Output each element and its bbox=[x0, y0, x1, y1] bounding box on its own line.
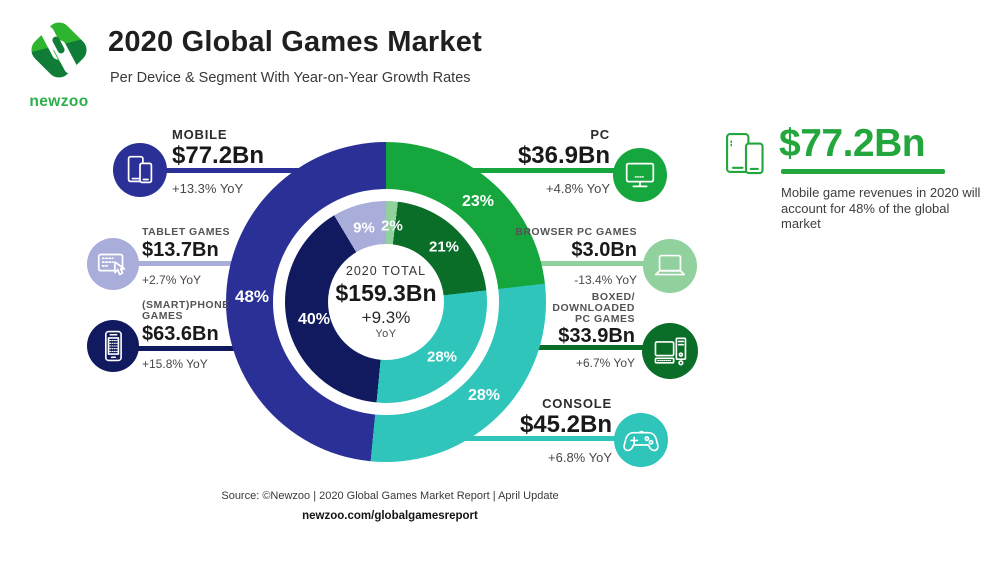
smartphone-share-label: 40% bbox=[297, 311, 331, 328]
boxed-value: $33.9Bn bbox=[558, 324, 635, 347]
browser-icon-circle bbox=[643, 239, 697, 293]
report-url: newzoo.com/globalgamesreport bbox=[302, 510, 478, 522]
boxed-icon-circle bbox=[642, 323, 698, 379]
mobile-share-label: 48% bbox=[234, 287, 270, 306]
browser-label: BROWSER PC GAMES bbox=[515, 226, 637, 238]
console-label: CONSOLE bbox=[542, 396, 612, 411]
pc-label: PC bbox=[590, 127, 610, 142]
page-title: 2020 Global Games Market bbox=[108, 26, 482, 58]
tablet-hand-icon bbox=[97, 253, 126, 276]
total-value: $159.3Bn bbox=[335, 280, 437, 306]
desktop-pc-icon bbox=[654, 337, 687, 366]
boxed-share-label: 21% bbox=[428, 238, 460, 256]
mobile-value: $77.2Bn bbox=[172, 142, 265, 169]
pc-growth: +4.8% YoY bbox=[546, 181, 610, 196]
browser-share-label: 2% bbox=[381, 217, 403, 235]
boxed-callout: BOXED/ DOWNLOADED PC GAMES $33.9Bn +6.7%… bbox=[552, 291, 635, 370]
console-share-label: 28% bbox=[467, 387, 501, 404]
browser-connector-line bbox=[533, 261, 670, 266]
mobile-callout: MOBILE $77.2Bn +13.3% YoY bbox=[172, 127, 264, 196]
page-subtitle: Per Device & Segment With Year-on-Year G… bbox=[110, 70, 471, 86]
smartphone-icon bbox=[104, 330, 122, 362]
tablet-growth: +2.7% YoY bbox=[142, 273, 202, 288]
console-connector-line bbox=[443, 436, 641, 441]
newzoo-logo: newzoo bbox=[24, 14, 94, 111]
logo-wordmark: newzoo bbox=[29, 93, 89, 110]
console-value: $45.2Bn bbox=[519, 411, 612, 438]
console-growth: +6.8% YoY bbox=[548, 450, 612, 465]
highlight-description: Mobile game revenues in 2020 will accoun… bbox=[781, 185, 981, 231]
boxed-label: BOXED/ DOWNLOADED PC GAMES bbox=[552, 291, 635, 326]
browser-value: $3.0Bn bbox=[571, 239, 637, 262]
pc-icon-circle bbox=[613, 148, 667, 202]
phone-tablet-icon bbox=[726, 133, 764, 175]
total-label: 2020 TOTAL bbox=[345, 264, 427, 278]
pc-share-label: 23% bbox=[461, 193, 495, 210]
smartphone-callout: (SMART)PHONE GAMES $63.6Bn +15.8% YoY bbox=[142, 299, 230, 372]
console-icon-circle bbox=[614, 413, 668, 467]
phone-tablet-icon bbox=[127, 155, 153, 184]
total-growth-unit: YoY bbox=[375, 328, 397, 340]
mobile-icon-circle bbox=[113, 143, 167, 197]
tablet-icon-circle bbox=[87, 238, 139, 290]
console-inner-share-label: 28% bbox=[426, 348, 458, 366]
tablet-label: TABLET GAMES bbox=[142, 226, 231, 238]
highlight-icon bbox=[720, 129, 772, 182]
gamepad-icon bbox=[623, 430, 659, 452]
pc-connector-line bbox=[458, 168, 640, 173]
mobile-growth: +13.3% YoY bbox=[172, 181, 244, 196]
highlight-underline bbox=[781, 169, 945, 174]
smartphone-value: $63.6Bn bbox=[142, 323, 219, 346]
laptop-icon bbox=[654, 254, 686, 276]
highlight-value: $77.2Bn bbox=[779, 122, 926, 165]
tablet-share-label: 9% bbox=[353, 219, 375, 237]
browser-growth: -13.4% YoY bbox=[574, 273, 637, 288]
mobile-label: MOBILE bbox=[172, 127, 228, 142]
smartphone-connector-line bbox=[113, 346, 303, 351]
monitor-icon bbox=[625, 162, 655, 188]
tablet-callout: TABLET GAMES $13.7Bn +2.7% YoY bbox=[142, 226, 231, 288]
smartphone-icon-circle bbox=[87, 320, 139, 372]
tablet-connector-line bbox=[113, 261, 283, 266]
pc-callout: PC $36.9Bn +4.8% YoY bbox=[518, 127, 610, 196]
console-callout: CONSOLE $45.2Bn +6.8% YoY bbox=[520, 396, 612, 465]
newzoo-logo-icon bbox=[31, 22, 87, 78]
source-credit: Source: ©Newzoo | 2020 Global Games Mark… bbox=[221, 490, 559, 502]
mobile-connector-line bbox=[140, 168, 340, 173]
boxed-growth: +6.7% YoY bbox=[575, 355, 635, 370]
tablet-value: $13.7Bn bbox=[142, 239, 219, 262]
smartphone-label: (SMART)PHONE GAMES bbox=[142, 299, 230, 323]
donut-center: 2020 TOTAL $159.3Bn +9.3% YoY bbox=[328, 244, 444, 360]
pc-value: $36.9Bn bbox=[517, 142, 610, 169]
smartphone-growth: +15.8% YoY bbox=[142, 357, 208, 372]
boxed-connector-line bbox=[523, 345, 670, 350]
browser-callout: BROWSER PC GAMES $3.0Bn -13.4% YoY bbox=[515, 226, 637, 288]
total-growth: +9.3% bbox=[361, 308, 411, 327]
